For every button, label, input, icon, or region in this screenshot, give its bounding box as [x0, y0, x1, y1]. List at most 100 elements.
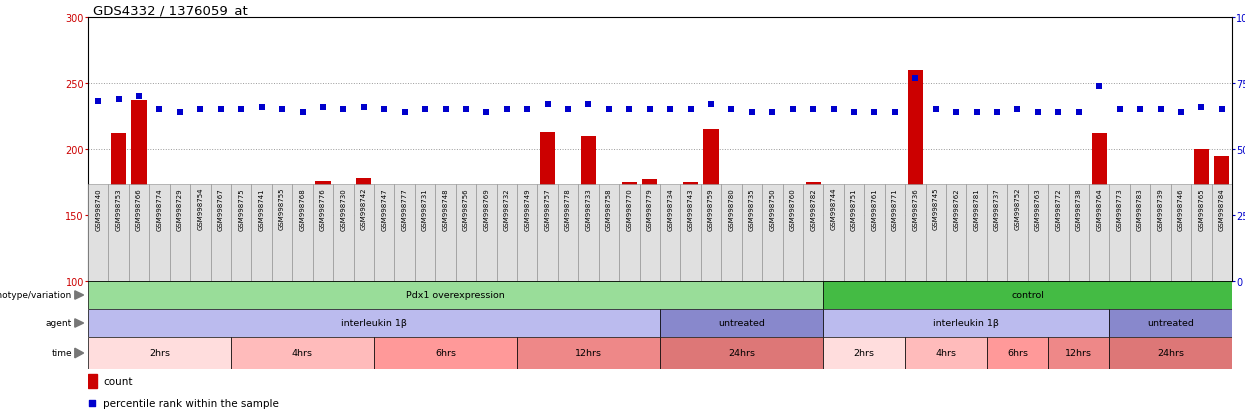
Bar [825, 209, 842, 281]
Bar [990, 238, 1005, 281]
Bar [519, 199, 535, 281]
Point [251, 104, 271, 111]
Point [129, 94, 149, 100]
Point [1172, 109, 1191, 116]
Text: 2hrs: 2hrs [854, 349, 875, 358]
Bar [108, 185, 128, 281]
Point [273, 107, 293, 114]
Text: GSM998745: GSM998745 [933, 188, 939, 230]
Point [88, 99, 108, 106]
Bar [538, 185, 558, 281]
Bar [1170, 185, 1191, 281]
Bar [415, 185, 436, 281]
Bar [1027, 185, 1048, 281]
Bar [254, 196, 269, 281]
Text: untreated: untreated [718, 319, 766, 328]
Bar [949, 231, 964, 281]
Text: GSM998733: GSM998733 [585, 188, 591, 230]
Bar [558, 185, 578, 281]
Bar [91, 209, 106, 281]
Bar [295, 252, 310, 281]
Bar [823, 281, 1233, 309]
Bar [905, 185, 925, 281]
Text: GSM998732: GSM998732 [504, 188, 509, 230]
Text: GSM998741: GSM998741 [259, 188, 265, 230]
Point [354, 104, 374, 111]
Bar [1051, 225, 1066, 281]
Bar [88, 309, 660, 337]
Text: GSM998744: GSM998744 [830, 188, 837, 230]
Bar [864, 185, 885, 281]
Bar [376, 198, 392, 281]
Point [701, 102, 721, 108]
Bar [1109, 337, 1233, 369]
Point [926, 107, 946, 114]
Bar [149, 185, 169, 281]
Point [1130, 107, 1150, 114]
Point [497, 107, 517, 114]
Bar [172, 273, 188, 281]
Text: GSM998773: GSM998773 [1117, 188, 1123, 230]
Bar [436, 185, 456, 281]
Point [864, 109, 884, 116]
Bar [599, 185, 619, 281]
Point [415, 107, 435, 114]
Point [722, 107, 742, 114]
Point [149, 107, 169, 114]
Bar [334, 185, 354, 281]
Text: GSM998761: GSM998761 [872, 188, 878, 230]
Bar [1130, 185, 1150, 281]
Text: GSM998762: GSM998762 [954, 188, 959, 230]
Bar [1112, 213, 1127, 281]
Polygon shape [75, 291, 83, 299]
Point [783, 107, 803, 114]
Bar [745, 235, 759, 281]
Text: GSM998780: GSM998780 [728, 188, 735, 230]
Bar [578, 185, 599, 281]
Text: interleukin 1β: interleukin 1β [934, 319, 1000, 328]
Text: GSM998765: GSM998765 [1199, 188, 1204, 230]
Bar [1068, 185, 1089, 281]
Bar [540, 133, 555, 281]
Point [375, 107, 395, 114]
Bar [762, 185, 783, 281]
Bar [1153, 199, 1168, 281]
Text: GSM998749: GSM998749 [524, 188, 530, 230]
Bar [642, 180, 657, 281]
Point [558, 107, 578, 114]
Point [824, 107, 844, 114]
Bar [1191, 185, 1211, 281]
Bar [312, 185, 334, 281]
Text: GSM998779: GSM998779 [647, 188, 652, 230]
Text: GSM998750: GSM998750 [769, 188, 776, 230]
Text: GDS4332 / 1376059_at: GDS4332 / 1376059_at [93, 4, 248, 17]
Bar [721, 185, 742, 281]
Bar [293, 185, 312, 281]
Bar [271, 185, 293, 281]
Text: GSM998737: GSM998737 [994, 188, 1000, 230]
Text: GSM998758: GSM998758 [606, 188, 613, 230]
Bar [1173, 229, 1189, 281]
Point [477, 109, 497, 116]
Point [171, 109, 190, 116]
Bar [1031, 226, 1046, 281]
Bar [1133, 196, 1148, 281]
Bar [925, 185, 946, 281]
Bar [88, 337, 232, 369]
Bar [660, 185, 681, 281]
Text: untreated: untreated [1148, 319, 1194, 328]
Text: GSM998766: GSM998766 [136, 188, 142, 230]
Text: GSM998784: GSM998784 [1219, 188, 1225, 230]
Bar [786, 199, 801, 281]
Text: 4hrs: 4hrs [293, 349, 312, 358]
Text: GSM998772: GSM998772 [1056, 188, 1061, 230]
Text: GSM998781: GSM998781 [974, 188, 980, 230]
Point [108, 96, 128, 103]
Point [232, 107, 251, 114]
Bar [601, 196, 616, 281]
Bar [581, 136, 596, 281]
Text: 4hrs: 4hrs [935, 349, 956, 358]
Bar [660, 309, 823, 337]
Bar [517, 185, 538, 281]
Bar [397, 266, 412, 281]
